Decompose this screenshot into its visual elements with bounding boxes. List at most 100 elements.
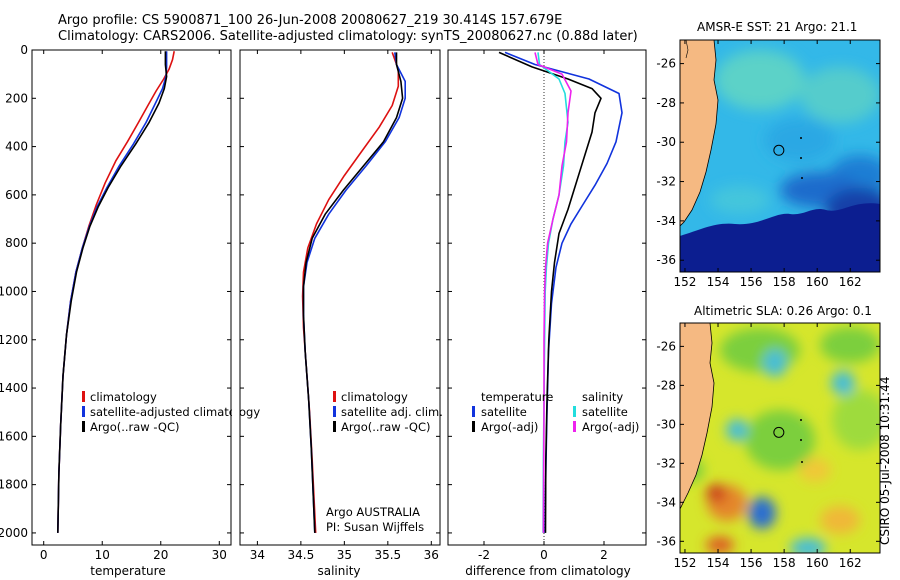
lon-tick-label: 152	[674, 556, 697, 570]
lon-tick-label: 152	[674, 275, 697, 289]
legend-swatch-climatology	[82, 391, 85, 402]
lon-tick-label: 154	[707, 275, 730, 289]
legend-label-climatology: climatology	[90, 390, 157, 404]
series-line-salinity-argo-adj-	[534, 52, 572, 533]
lon-tick-label: 156	[740, 275, 763, 289]
difference-panel: -2 0 2 difference from climatology tempera…	[447, 49, 647, 578]
x-tick-label: -2	[478, 548, 490, 562]
depth-tick-label: 1000	[0, 284, 28, 298]
legend-title-temperature: temperature	[481, 390, 553, 404]
difference-lines	[498, 51, 623, 533]
legend-label-satellite: satellite adj. clim.	[341, 405, 443, 419]
lat-tick-label: -26	[656, 57, 676, 71]
temperature-axes-frame	[31, 49, 232, 546]
x-tick-label: 30	[212, 548, 227, 562]
sst-map-field	[680, 40, 880, 272]
legend-swatch-satellite-adjusted	[82, 406, 85, 417]
depth-tick-label: 800	[5, 236, 28, 250]
lon-tick-label: 162	[839, 275, 862, 289]
lat-tick-label: -32	[656, 456, 676, 470]
sst-map: 152 154 156 158 160 162 -26 -28 -30 -32 -34 -36	[656, 39, 881, 289]
depth-tick-label: 0	[20, 43, 28, 57]
difference-legend: temperature satellite Argo(-adj) salinit…	[472, 390, 639, 434]
salinity-panel: 34 34.5 35 35.5 36 salinity climatology sate…	[239, 49, 443, 578]
sla-map: 152 154 156 158 160 162 -26 -28 -30 -32 -34 -36	[656, 322, 881, 570]
depth-tick-label: 1600	[0, 429, 28, 443]
lat-tick-label: -34	[656, 495, 676, 509]
lon-tick-label: 156	[740, 556, 763, 570]
sst-float-marker	[773, 144, 785, 156]
lat-tick-label: -30	[656, 417, 676, 431]
legend-label-argo: Argo(..raw -QC)	[341, 420, 431, 434]
depth-tick-label: 200	[5, 91, 28, 105]
legend-swatch-temp-satellite	[472, 406, 475, 417]
lat-tick-label: -36	[656, 534, 676, 548]
lat-tick-label: -34	[656, 214, 676, 228]
header-line-2: Climatology: CARS2006. Satellite-adjuste…	[58, 29, 638, 44]
legend-label-argo: Argo(..raw -QC)	[90, 420, 180, 434]
legend-swatch-argo	[333, 421, 336, 432]
temperature-xlabel: temperature	[90, 564, 165, 578]
series-line-argo-raw-qc-	[302, 52, 404, 533]
lon-tick-label: 158	[773, 556, 796, 570]
temperature-legend: climatology satellite-adjusted climatolo…	[82, 390, 260, 434]
sla-map-field	[680, 323, 880, 553]
series-line-argo-raw-qc-	[57, 51, 168, 533]
sla-float-marker	[773, 426, 785, 438]
x-tick-label: 34	[250, 548, 265, 562]
legend-label-satellite-adjusted: satellite-adjusted climatology	[90, 405, 260, 419]
x-tick-label: 36	[424, 548, 439, 562]
legend-swatch-argo	[82, 421, 85, 432]
salinity-legend: climatology satellite adj. clim. Argo(..…	[333, 390, 443, 434]
temperature-panel: 0 200 400 600 800 1000 1200 1400 1600 1800 2000 0 1…	[0, 43, 260, 578]
temperature-tick-labels: 0 10 20 30	[40, 50, 227, 562]
depth-tick-label: 2000	[0, 526, 28, 540]
depth-tick-label: 1400	[0, 381, 28, 395]
series-line-temperature-satellite	[504, 51, 623, 533]
lat-tick-label: -36	[656, 253, 676, 267]
salinity-lines	[301, 52, 407, 533]
sla-map-frame	[679, 322, 881, 554]
x-tick-label: 10	[95, 548, 110, 562]
difference-xlabel: difference from climatology	[465, 564, 631, 578]
lat-tick-label: -28	[656, 378, 676, 392]
lat-tick-label: -28	[656, 96, 676, 110]
legend-title-salinity: salinity	[582, 390, 623, 404]
depth-tick-label: 1800	[0, 478, 28, 492]
lon-tick-label: 154	[707, 556, 730, 570]
series-line-climatology	[57, 51, 175, 533]
legend-swatch-climatology	[333, 391, 336, 402]
legend-label-sal-satellite: satellite	[582, 405, 628, 419]
depth-tick-label: 400	[5, 140, 28, 154]
temperature-lines	[57, 51, 175, 533]
legend-label-temp-argo: Argo(-adj)	[481, 420, 538, 434]
lon-tick-label: 158	[773, 275, 796, 289]
lon-tick-label: 162	[839, 556, 862, 570]
sst-map-frame	[679, 39, 881, 273]
legend-label-sal-argo: Argo(-adj)	[582, 420, 639, 434]
series-line-temperature-argo-adj-	[498, 51, 602, 533]
salinity-axes-frame	[239, 49, 441, 546]
legend-label-climatology: climatology	[341, 390, 408, 404]
lon-tick-label: 160	[806, 556, 829, 570]
salinity-tick-labels: 34 34.5 35 35.5 36	[250, 50, 439, 562]
series-line-satellite-adj-clim-	[302, 52, 407, 533]
series-line-satellite-adjusted-climatology	[57, 51, 168, 533]
legend-swatch-sal-satellite	[573, 406, 576, 417]
depth-tick-labels: 0 200 400 600 800 1000 1200 1400 1600 1800 2000	[0, 43, 231, 540]
lat-tick-label: -30	[656, 135, 676, 149]
x-tick-label: 2	[600, 548, 608, 562]
header-line-1: Argo profile: CS 5900871_100 26-Jun-2008…	[58, 13, 563, 28]
legend-swatch-sal-argo	[573, 421, 576, 432]
legend-swatch-temp-argo	[472, 421, 475, 432]
legend-swatch-satellite	[333, 406, 336, 417]
x-tick-label: 34.5	[288, 548, 315, 562]
x-tick-label: 35.5	[374, 548, 401, 562]
salinity-xlabel: salinity	[317, 564, 360, 578]
lat-tick-label: -26	[656, 339, 676, 353]
institution-label: Argo AUSTRALIA	[326, 505, 420, 519]
x-tick-label: 35	[337, 548, 352, 562]
x-tick-label: 20	[153, 548, 168, 562]
sla-map-ticks: 152 154 156 158 160 162 -26 -28 -30 -32 -34 -36	[656, 323, 880, 570]
